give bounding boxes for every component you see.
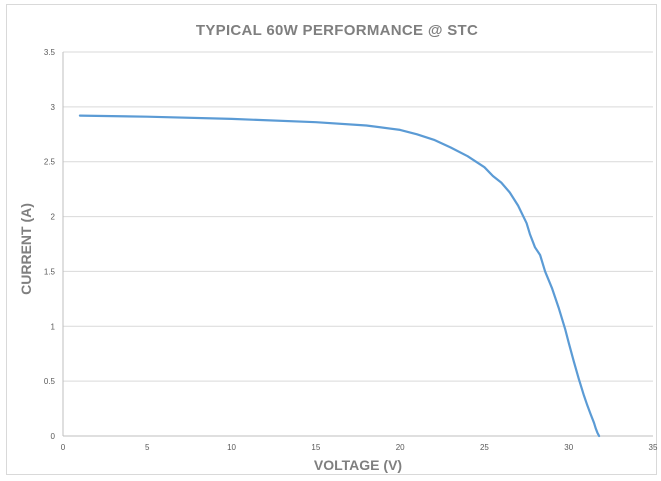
x-tick-label: 20: [396, 443, 405, 452]
axes: [63, 52, 653, 436]
y-tick-label: 1: [51, 322, 56, 331]
y-tick-label: 0.5: [44, 377, 56, 386]
chart-title: TYPICAL 60W PERFORMANCE @ STC: [196, 22, 478, 39]
x-tick-label: 35: [649, 443, 658, 452]
tick-labels: 0 0.5 1 1.5 2 2.5 3 3.5 0 5 10 15 20 25 30 35: [44, 48, 658, 452]
chart-frame: TYPICAL 60W PERFORMANCE @ STC 0 0.5 1 1.5 2 2…: [6, 4, 657, 475]
x-tick-label: 30: [564, 443, 573, 452]
y-tick-label: 0: [51, 432, 56, 441]
x-tick-label: 5: [145, 443, 150, 452]
x-axis-title: VOLTAGE (V): [314, 457, 402, 473]
y-tick-label: 2.5: [44, 158, 56, 167]
y-tick-label: 3.5: [44, 48, 56, 57]
gridlines: [63, 52, 653, 381]
x-tick-label: 25: [480, 443, 489, 452]
y-axis-title: CURRENT (A): [18, 203, 34, 295]
x-tick-label: 15: [311, 443, 320, 452]
x-tick-label: 10: [227, 443, 236, 452]
chart-svg: TYPICAL 60W PERFORMANCE @ STC 0 0.5 1 1.5 2 2…: [7, 5, 658, 476]
series-line-0: [80, 116, 599, 436]
y-tick-label: 1.5: [44, 267, 56, 276]
x-tick-label: 0: [61, 443, 66, 452]
y-tick-label: 3: [51, 103, 56, 112]
y-tick-label: 2: [51, 213, 56, 222]
series-group: [80, 116, 599, 436]
